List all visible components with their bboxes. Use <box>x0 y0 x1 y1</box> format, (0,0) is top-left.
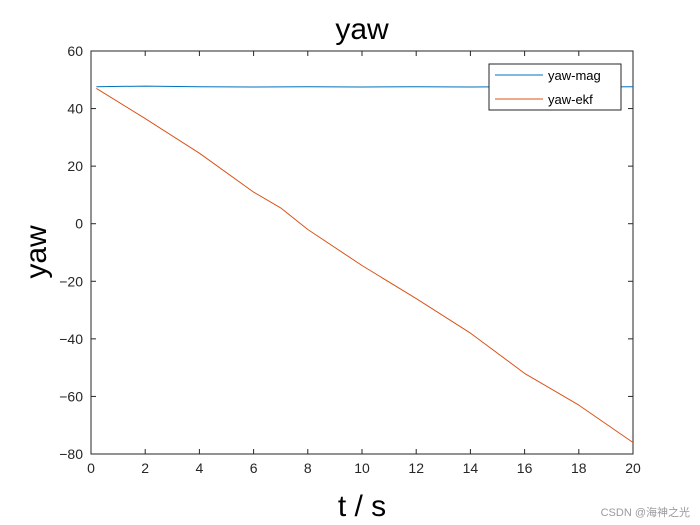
x-axis-label: t / s <box>338 490 386 523</box>
axes-box <box>90 50 634 455</box>
x-axis-ticks: 0 2 4 6 8 10 12 14 16 18 20 <box>87 51 641 476</box>
y-axis-ticks: −80 −60 −40 −20 0 20 40 60 <box>59 43 633 462</box>
x-tick-label: 18 <box>571 460 587 476</box>
watermark: CSDN @海神之光 <box>601 505 690 519</box>
legend: yaw-mag yaw-ekf <box>488 63 622 111</box>
y-tick-label: 0 <box>75 216 83 232</box>
x-tick-label: 8 <box>304 460 312 476</box>
x-tick-label: 10 <box>354 460 370 476</box>
legend-label-yaw-ekf: yaw-ekf <box>548 92 593 107</box>
x-tick-label: 16 <box>517 460 533 476</box>
x-tick-label: 14 <box>463 460 479 476</box>
plot-area: 0 2 4 6 8 10 12 14 16 18 20 −80 −60 −40 −20 0 20 40 60 <box>59 43 641 476</box>
y-axis-label: yaw <box>20 225 53 279</box>
y-tick-label: 60 <box>67 43 83 59</box>
x-tick-label: 20 <box>625 460 641 476</box>
x-tick-label: 2 <box>141 460 149 476</box>
chart-title: yaw <box>335 13 389 46</box>
legend-label-yaw-mag: yaw-mag <box>548 68 601 83</box>
legend-box <box>488 63 622 111</box>
y-tick-label: −40 <box>59 331 83 347</box>
series-line-yaw-ekf <box>96 87 634 443</box>
x-tick-label: 6 <box>250 460 258 476</box>
x-tick-label: 0 <box>87 460 95 476</box>
y-tick-label: 40 <box>67 101 83 117</box>
y-tick-label: −20 <box>59 273 83 289</box>
x-tick-label: 4 <box>196 460 204 476</box>
x-tick-label: 12 <box>408 460 424 476</box>
y-tick-label: −60 <box>59 388 83 404</box>
y-tick-label: −80 <box>59 446 83 462</box>
y-tick-label: 20 <box>67 158 83 174</box>
